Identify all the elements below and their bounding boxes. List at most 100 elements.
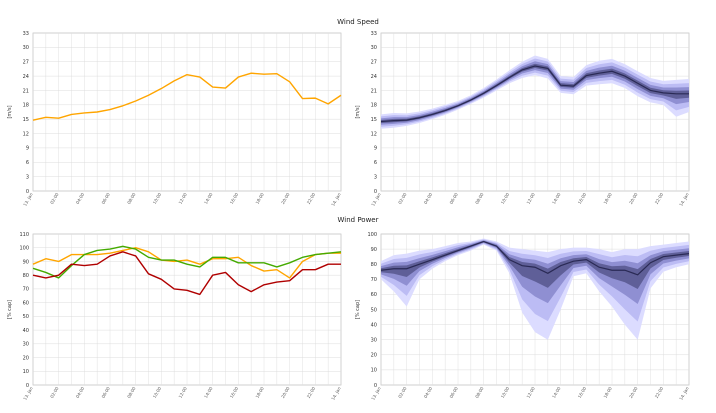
x-tick-label: 12:00 [177, 386, 188, 399]
series-line-green [32, 245, 342, 279]
ensemble-band-3 [381, 240, 689, 290]
y-tick-label: 0 [26, 383, 29, 389]
y-tick-label: 6 [374, 160, 377, 166]
y-tick-label: 80 [23, 273, 29, 279]
x-tick-label: 22:00 [654, 386, 665, 399]
y-tick-label: 9 [26, 146, 29, 152]
y-tick-label: 18 [371, 103, 377, 109]
y-axis-label: [m/s] [7, 105, 13, 118]
x-tick-label: 16:00 [229, 386, 240, 399]
wind-speed-title: Wind Speed [337, 18, 379, 26]
y-tick-label: 0 [374, 383, 377, 389]
y-tick-label: 90 [371, 247, 377, 253]
y-tick-label: 70 [371, 277, 377, 283]
x-tick-label: 13. Jan [370, 192, 382, 207]
ensemble-median-line [380, 240, 690, 276]
x-tick-label: 04:00 [75, 192, 86, 205]
y-tick-label: 21 [23, 88, 29, 94]
wind-power-title: Wind Power [338, 216, 379, 224]
y-tick-label: 30 [23, 45, 29, 51]
y-tick-label: 110 [19, 232, 29, 238]
y-tick-label: 40 [371, 322, 377, 328]
x-tick-label: 22:00 [306, 192, 317, 205]
y-tick-label: 33 [23, 31, 29, 37]
y-tick-label: 60 [23, 300, 29, 306]
y-tick-label: 9 [374, 146, 377, 152]
ensemble-median-line [380, 65, 689, 123]
x-tick-label: 14. Jan [330, 192, 342, 207]
y-tick-label: 0 [374, 189, 377, 195]
y-tick-label: 100 [367, 232, 377, 238]
x-tick-label: 04:00 [423, 386, 434, 399]
x-tick-label: 08:00 [126, 386, 137, 399]
y-tick-label: 27 [23, 60, 29, 66]
wind-speed-ensemble-chart: 0 3 6 9 12 15 18 21 24 27 30 33 [m/s] 13. Jan 02:00 04:… [355, 31, 690, 207]
y-tick-label: 30 [371, 45, 377, 51]
y-tick-label: 24 [371, 74, 377, 80]
x-tick-label: 18:00 [602, 386, 613, 399]
y-tick-label: 40 [23, 328, 29, 334]
y-tick-label: 60 [371, 292, 377, 298]
x-tick-label: 02:00 [49, 386, 60, 399]
y-tick-label: 10 [371, 368, 377, 374]
y-tick-label: 18 [23, 103, 29, 109]
y-tick-label: 30 [23, 342, 29, 348]
series-line-red [32, 251, 341, 296]
x-tick-label: 04:00 [423, 192, 434, 205]
y-tick-label: 20 [371, 353, 377, 359]
y-tick-label: 12 [371, 131, 377, 137]
x-tick-label: 02:00 [397, 386, 408, 399]
x-tick-label: 08:00 [126, 192, 137, 205]
x-tick-label: 20:00 [280, 192, 291, 205]
x-tick-label: 12:00 [525, 192, 536, 205]
x-tick-label: 13. Jan [22, 192, 34, 207]
x-tick-label: 14. Jan [678, 192, 690, 207]
y-tick-label: 12 [23, 131, 29, 137]
x-tick-label: 10:00 [152, 386, 163, 399]
y-tick-label: 90 [23, 259, 29, 265]
y-tick-label: 0 [26, 189, 29, 195]
y-axis-label: [% cap] [355, 300, 361, 319]
y-tick-label: 33 [371, 31, 377, 37]
x-tick-label: 14:00 [203, 192, 214, 205]
x-tick-label: 18:00 [602, 192, 613, 205]
x-tick-label: 16:00 [577, 386, 588, 399]
x-tick-label: 06:00 [100, 192, 111, 205]
series-line-forecast [32, 72, 342, 121]
x-tick-label: 13. Jan [370, 386, 382, 401]
y-tick-label: 80 [371, 262, 377, 268]
y-tick-label: 30 [371, 338, 377, 344]
y-axis-label: [m/s] [355, 105, 361, 118]
x-tick-label: 10:00 [500, 386, 511, 399]
y-tick-label: 3 [374, 174, 377, 180]
x-tick-label: 14:00 [551, 386, 562, 399]
x-tick-label: 14:00 [551, 192, 562, 205]
x-tick-label: 14. Jan [678, 386, 690, 401]
y-tick-label: 50 [23, 314, 29, 320]
y-tick-label: 27 [371, 60, 377, 66]
x-tick-label: 20:00 [280, 386, 291, 399]
x-tick-label: 14. Jan [330, 386, 342, 401]
x-tick-label: 16:00 [577, 192, 588, 205]
x-tick-label: 12:00 [525, 386, 536, 399]
y-axis-label: [% cap] [7, 300, 13, 319]
x-tick-label: 06:00 [448, 192, 459, 205]
y-tick-label: 3 [26, 174, 29, 180]
x-tick-label: 04:00 [75, 386, 86, 399]
x-tick-label: 08:00 [474, 192, 485, 205]
y-tick-label: 15 [371, 117, 377, 123]
x-tick-label: 02:00 [397, 192, 408, 205]
x-tick-label: 10:00 [152, 192, 163, 205]
y-tick-label: 50 [371, 307, 377, 313]
y-tick-label: 21 [371, 88, 377, 94]
y-tick-label: 70 [23, 287, 29, 293]
x-tick-label: 20:00 [628, 386, 639, 399]
x-tick-label: 02:00 [49, 192, 60, 205]
x-tick-label: 18:00 [254, 386, 265, 399]
y-tick-label: 6 [26, 160, 29, 166]
wind-speed-forecast-chart: 0 3 6 9 12 15 18 21 24 27 30 33 [m/s] 13. Jan 02:00 04:… [7, 31, 342, 207]
x-tick-label: 18:00 [254, 192, 265, 205]
y-tick-label: 100 [19, 246, 29, 252]
x-tick-label: 20:00 [628, 192, 639, 205]
